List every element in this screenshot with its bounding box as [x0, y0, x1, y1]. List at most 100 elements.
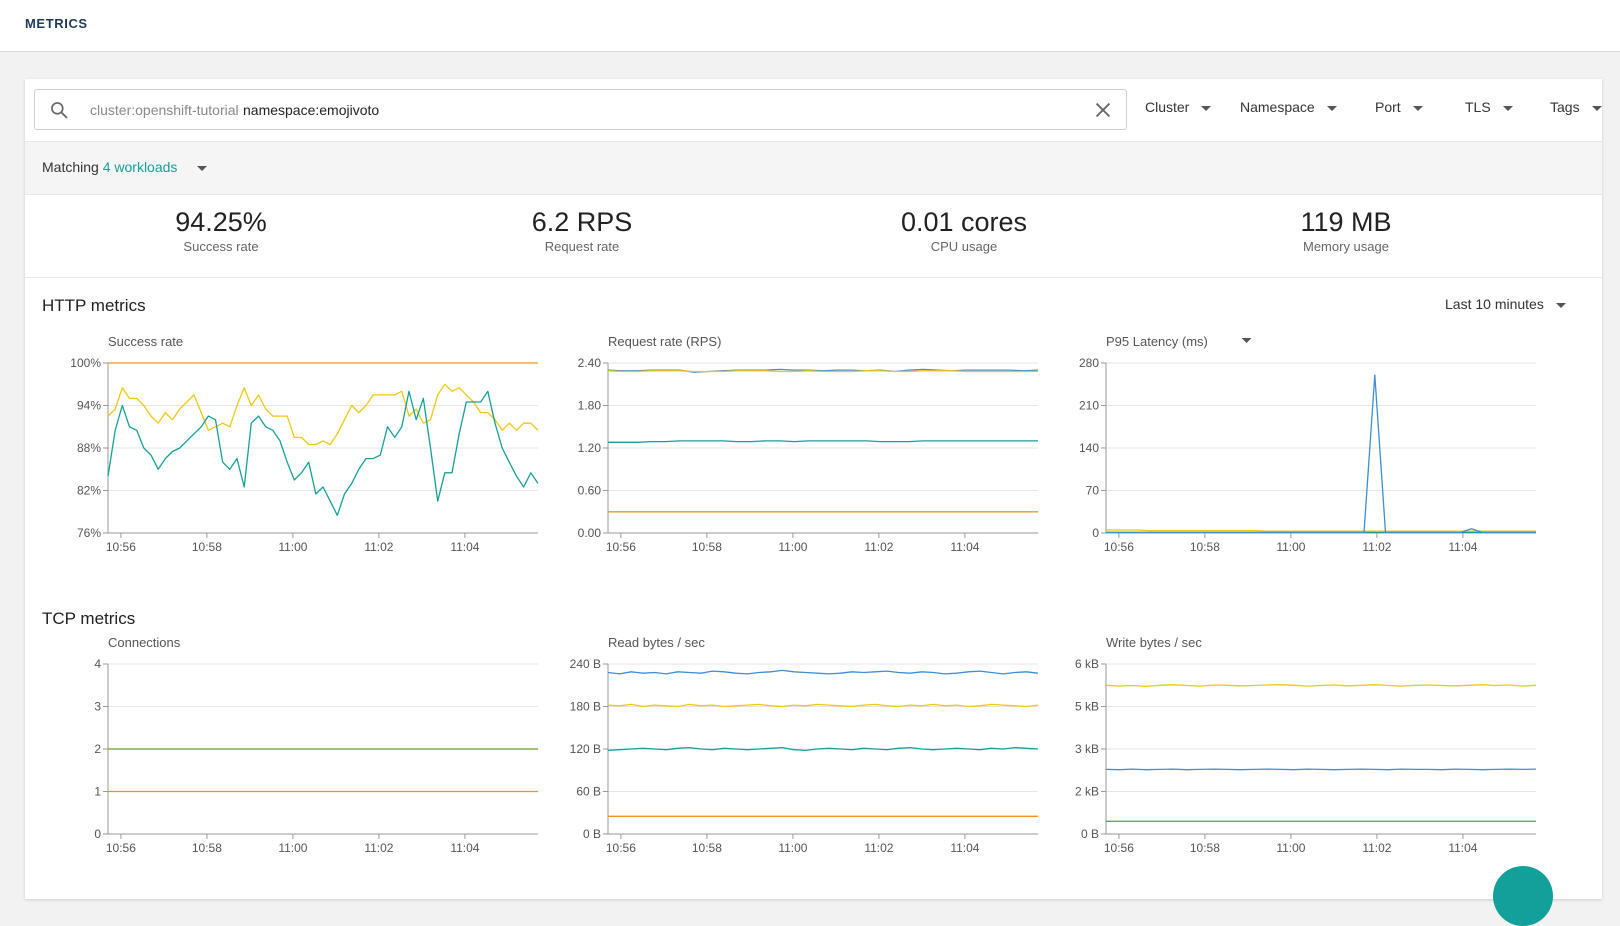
chart-title-read-bytes-sec: Read bytes / sec — [608, 635, 705, 650]
series-line-3 — [1106, 374, 1536, 534]
x-tick-label: 10:56 — [106, 841, 136, 855]
matching-prefix: Matching — [42, 159, 99, 175]
summary-stats: 94.25% Success rate 6.2 RPS Request rate… — [25, 194, 1602, 278]
y-tick-label: 76% — [77, 526, 101, 540]
metrics-card: cluster:openshift-tutorial namespace:emo… — [25, 79, 1602, 899]
cluster-dropdown[interactable]: Cluster — [1145, 99, 1212, 115]
x-tick-label: 11:00 — [778, 540, 807, 554]
y-tick-label: 180 B — [570, 700, 601, 714]
port-dropdown[interactable]: Port — [1375, 99, 1423, 115]
namespace-dropdown-label: Namespace — [1240, 99, 1315, 115]
chevron-down-icon — [1412, 105, 1423, 111]
y-tick-label: 4 — [94, 657, 101, 671]
search-chip-cluster[interactable]: cluster:openshift-tutorial — [90, 102, 239, 118]
search-query-text[interactable]: namespace:emojivoto — [243, 102, 380, 118]
stat-memory-usage: 119 MB Memory usage — [1196, 207, 1496, 254]
series-line-2 — [607, 370, 1038, 373]
x-tick-label: 11:00 — [278, 540, 307, 554]
x-tick-label: 11:04 — [950, 841, 979, 855]
x-tick-label: 11:04 — [950, 540, 979, 554]
time-range-label: Last 10 minutes — [1445, 296, 1544, 312]
namespace-dropdown[interactable]: Namespace — [1240, 99, 1337, 115]
tls-dropdown[interactable]: TLS — [1465, 99, 1513, 115]
y-tick-label: 1 — [94, 785, 101, 799]
y-tick-label: 120 B — [570, 742, 601, 756]
help-fab-button[interactable] — [1493, 866, 1553, 926]
chart-title-connections: Connections — [108, 635, 181, 650]
y-tick-label: 210 — [1079, 399, 1099, 413]
x-tick-label: 11:02 — [1362, 540, 1391, 554]
chart-title-request-rate-rps: Request rate (RPS) — [608, 334, 721, 349]
y-tick-label: 0 — [1092, 526, 1099, 540]
stat-label: CPU usage — [930, 239, 998, 254]
x-tick-label: 10:58 — [692, 841, 722, 855]
y-tick-label: 1.20 — [578, 441, 602, 455]
stat-label: Memory usage — [1303, 239, 1389, 254]
workloads-link[interactable]: 4 workloads — [102, 159, 178, 175]
x-tick-label: 10:56 — [106, 540, 136, 554]
x-tick-label: 10:56 — [606, 540, 636, 554]
chart-5: Read bytes / sec 240 B 180 B 120 B 60 B 0 B 10… — [570, 635, 1039, 855]
y-tick-label: 0 — [94, 827, 101, 841]
stat-value: 94.25% — [175, 207, 267, 237]
series-line-2 — [607, 703, 1039, 708]
chevron-down-icon — [1326, 105, 1337, 111]
y-tick-label: 5 kB — [1075, 700, 1099, 714]
chart-6: Write bytes / sec 6 kB 5 kB 3 kB 2 kB 0 B 10:5… — [1075, 635, 1537, 855]
chart-title-write-bytes-sec: Write bytes / sec — [1106, 635, 1202, 650]
y-tick-label: 0 B — [583, 827, 601, 841]
y-tick-label: 0.60 — [578, 484, 602, 498]
chart-4: Connections 4 3 2 1 0 10:56 10:58 11:00 11:02 11:0… — [94, 635, 538, 855]
series-line-2 — [1105, 768, 1537, 771]
chevron-down-icon — [1555, 302, 1566, 308]
stat-cpu-usage: 0.01 cores CPU usage — [814, 207, 1114, 254]
chart-1: Success rate 100% 94% 88% 82% 76% 10:56 10:58 11… — [70, 334, 539, 554]
y-tick-label: 60 B — [576, 785, 601, 799]
chevron-down-icon[interactable] — [197, 165, 208, 171]
clear-search-icon[interactable] — [1092, 99, 1114, 121]
series-line-1 — [1106, 529, 1536, 532]
series-line-2 — [107, 383, 539, 446]
search-box[interactable]: cluster:openshift-tutorial namespace:emo… — [34, 89, 1127, 130]
chevron-down-icon — [1201, 105, 1212, 111]
chart-title-p95-latency-ms[interactable]: P95 Latency (ms) — [1106, 334, 1208, 349]
x-tick-label: 11:00 — [1276, 540, 1305, 554]
x-tick-label: 11:02 — [1362, 841, 1391, 855]
series-line-3 — [107, 390, 539, 516]
tags-dropdown[interactable]: Tags — [1550, 99, 1602, 115]
stat-success-rate: 94.25% Success rate — [71, 207, 371, 254]
x-tick-label: 11:04 — [1448, 841, 1477, 855]
tcp-metrics-title: TCP metrics — [42, 609, 136, 628]
tls-dropdown-label: TLS — [1465, 99, 1491, 115]
time-range-dropdown[interactable]: Last 10 minutes — [1445, 296, 1566, 312]
series-line-1 — [1105, 684, 1537, 688]
y-tick-label: 0 B — [1081, 827, 1099, 841]
y-tick-label: 2 kB — [1075, 785, 1099, 799]
filter-bar: cluster:openshift-tutorial namespace:emo… — [25, 79, 1602, 141]
http-metrics-title: HTTP metrics — [42, 296, 146, 315]
chart-2: Request rate (RPS) 2.40 1.80 1.20 0.60 0.00 10… — [578, 334, 1039, 554]
y-tick-label: 70 — [1086, 484, 1100, 498]
y-tick-label: 82% — [77, 484, 101, 498]
y-tick-label: 2 — [94, 742, 101, 756]
y-tick-label: 88% — [77, 441, 101, 455]
x-tick-label: 10:56 — [606, 841, 636, 855]
x-tick-label: 11:04 — [1448, 540, 1477, 554]
x-tick-label: 10:58 — [192, 540, 222, 554]
x-tick-label: 10:58 — [192, 841, 222, 855]
cluster-dropdown-label: Cluster — [1145, 99, 1190, 115]
chevron-down-icon[interactable] — [1241, 338, 1252, 343]
tags-dropdown-label: Tags — [1550, 99, 1580, 115]
search-icon — [51, 102, 68, 119]
x-tick-label: 11:02 — [364, 841, 393, 855]
series-line-1 — [607, 669, 1039, 675]
x-tick-label: 10:58 — [1190, 540, 1220, 554]
stat-label: Request rate — [544, 239, 620, 254]
x-tick-label: 10:58 — [692, 540, 722, 554]
series-line-3 — [607, 746, 1039, 752]
chevron-down-icon — [1591, 105, 1602, 111]
series-line-1 — [607, 368, 1039, 373]
x-tick-label: 10:58 — [1190, 841, 1220, 855]
x-tick-label: 11:04 — [450, 540, 479, 554]
